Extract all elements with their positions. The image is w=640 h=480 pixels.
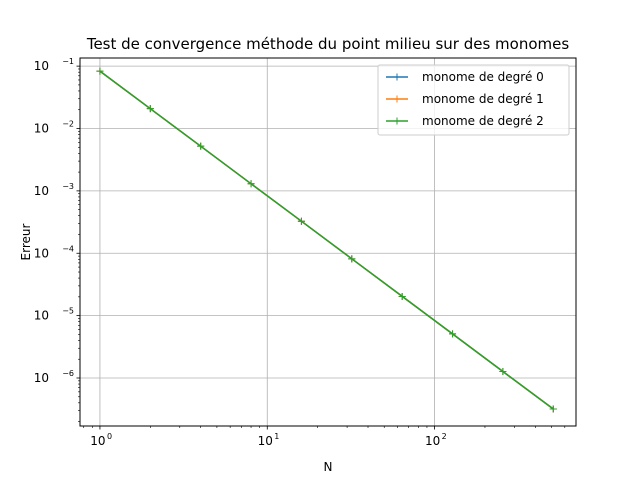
y-tick-exponent: −5 bbox=[62, 307, 74, 316]
y-tick-label: 10 bbox=[34, 371, 49, 385]
y-axis-label: Erreur bbox=[19, 223, 33, 260]
y-tick-label: 10 bbox=[34, 309, 49, 323]
x-tick-exponent: 2 bbox=[442, 432, 447, 441]
series-marker-2 bbox=[348, 255, 356, 263]
legend-marker-2 bbox=[393, 117, 401, 125]
y-tick-label: 10 bbox=[34, 59, 49, 73]
series-marker-2 bbox=[398, 292, 406, 300]
legend-label-1: monome de degré 1 bbox=[422, 92, 544, 106]
legend-marker-0 bbox=[393, 73, 401, 81]
series-marker-2 bbox=[449, 330, 457, 338]
axis-ticks: 10 0 10 1 10 2−610−510−410−310−210−110 bbox=[34, 57, 566, 448]
series-marker-2 bbox=[549, 405, 557, 413]
plot-area-frame bbox=[79, 57, 577, 427]
series-marker-2 bbox=[96, 67, 104, 75]
x-tick-exponent: 0 bbox=[107, 432, 112, 441]
x-tick-label: 10 bbox=[90, 434, 105, 448]
legend-label-2: monome de degré 2 bbox=[422, 114, 544, 128]
y-tick-exponent: −2 bbox=[62, 120, 74, 129]
y-tick-exponent: −3 bbox=[62, 182, 74, 191]
data-series bbox=[96, 67, 557, 413]
x-axis-label: N bbox=[324, 460, 333, 474]
y-tick-exponent: −4 bbox=[62, 244, 74, 253]
x-tick-label: 10 bbox=[258, 434, 273, 448]
series-marker-2 bbox=[146, 105, 154, 113]
series-marker-2 bbox=[297, 217, 305, 225]
series-line-2 bbox=[99, 70, 554, 410]
series-marker-2 bbox=[247, 180, 255, 188]
y-tick-exponent: −1 bbox=[62, 57, 74, 66]
series-marker-2 bbox=[499, 368, 507, 376]
y-tick-exponent: −6 bbox=[62, 369, 74, 378]
x-tick-exponent: 1 bbox=[274, 432, 279, 441]
legend-box bbox=[377, 64, 570, 136]
y-tick-label: 10 bbox=[34, 122, 49, 136]
x-tick-label: 10 bbox=[425, 434, 440, 448]
y-tick-label: 10 bbox=[34, 246, 49, 260]
chart-title: Test de convergence méthode du point mil… bbox=[86, 35, 570, 53]
series-marker-2 bbox=[197, 142, 205, 150]
legend-marker-1 bbox=[393, 95, 401, 103]
y-tick-label: 10 bbox=[34, 184, 49, 198]
legend-label-0: monome de degré 0 bbox=[422, 70, 544, 84]
legend: monome de degré 0 monome de degré 1 monome… bbox=[377, 64, 570, 136]
